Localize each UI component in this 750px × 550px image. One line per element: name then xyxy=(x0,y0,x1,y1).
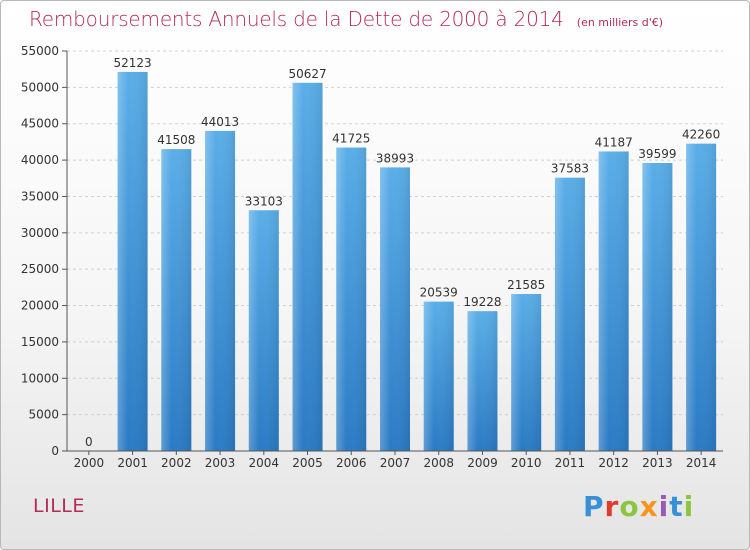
y-tick-label: 20000 xyxy=(21,299,59,313)
chart-unit-text: (en milliers d'€) xyxy=(576,16,664,29)
bar-shade-2001 xyxy=(117,71,148,451)
value-label: 50627 xyxy=(288,67,326,81)
y-tick-label: 30000 xyxy=(21,226,59,240)
bar-shade-2011 xyxy=(554,177,585,451)
bar-shade-2013 xyxy=(642,163,673,452)
x-tick-label: 2004 xyxy=(249,456,280,470)
bar-shade-2008 xyxy=(423,301,454,451)
bar-shade-2003 xyxy=(205,130,236,451)
x-tick-label: 2010 xyxy=(511,456,542,470)
value-label: 21585 xyxy=(507,278,545,292)
bar-shade-2012 xyxy=(598,151,629,451)
x-tick-label: 2002 xyxy=(161,456,192,470)
bar-shade-2007 xyxy=(380,167,410,451)
y-tick-label: 55000 xyxy=(21,44,59,58)
value-label: 38993 xyxy=(376,151,414,165)
bar-shade-2005 xyxy=(292,82,323,451)
y-tick-label: 40000 xyxy=(21,153,59,167)
x-tick-label: 2003 xyxy=(205,456,236,470)
x-tick-label: 2001 xyxy=(117,456,148,470)
value-label: 44013 xyxy=(201,115,239,129)
bar-shade-2009 xyxy=(467,311,498,451)
bar-shade-2002 xyxy=(161,149,192,451)
x-tick-label: 2011 xyxy=(555,456,586,470)
y-tick-label: 0 xyxy=(51,444,59,458)
y-tick-label: 10000 xyxy=(21,371,59,385)
city-label: LILLE xyxy=(33,495,85,517)
chart-title: Remboursements Annuels de la Dette de 20… xyxy=(29,7,663,31)
bar-shade-2010 xyxy=(511,294,542,451)
value-labels: 0 52123 41508 44013 33103 50627 41725 38993 2053… xyxy=(85,56,720,449)
value-label: 41725 xyxy=(332,132,370,146)
value-label: 39599 xyxy=(638,147,676,161)
value-label: 0 xyxy=(85,435,93,449)
bar-shade-2004 xyxy=(248,210,279,451)
x-tick-label: 2000 xyxy=(74,456,105,470)
value-label: 41187 xyxy=(595,135,633,149)
x-tick-label: 2006 xyxy=(336,456,367,470)
y-tick-label: 15000 xyxy=(21,335,59,349)
x-tick-label: 2014 xyxy=(686,456,717,470)
y-tick-label: 25000 xyxy=(21,262,59,276)
x-tick-label: 2005 xyxy=(292,456,323,470)
chart-title-text: Remboursements Annuels de la Dette de 20… xyxy=(29,7,564,31)
bar-shade-2014 xyxy=(686,143,717,451)
value-label: 42260 xyxy=(682,128,720,142)
x-tick-label: 2012 xyxy=(598,456,629,470)
value-label: 33103 xyxy=(245,194,283,208)
x-tick-label: 2008 xyxy=(423,456,454,470)
x-tick-label: 2007 xyxy=(380,456,411,470)
axes: 0500010000150002000025000300003500040000… xyxy=(21,44,723,470)
proxiti-logo: Proxiti xyxy=(583,490,695,523)
x-tick-label: 2009 xyxy=(467,456,498,470)
y-tick-label: 35000 xyxy=(21,189,59,203)
y-tick-label: 5000 xyxy=(28,408,59,422)
value-label: 20539 xyxy=(420,286,458,300)
value-label: 52123 xyxy=(114,56,152,70)
y-tick-label: 50000 xyxy=(21,80,59,94)
bar-shade-2006 xyxy=(336,147,367,451)
bars xyxy=(117,71,717,452)
value-label: 19228 xyxy=(463,295,501,309)
value-label: 37583 xyxy=(551,162,589,176)
value-label: 41508 xyxy=(157,133,195,147)
x-tick-label: 2013 xyxy=(642,456,673,470)
y-tick-label: 45000 xyxy=(21,117,59,131)
